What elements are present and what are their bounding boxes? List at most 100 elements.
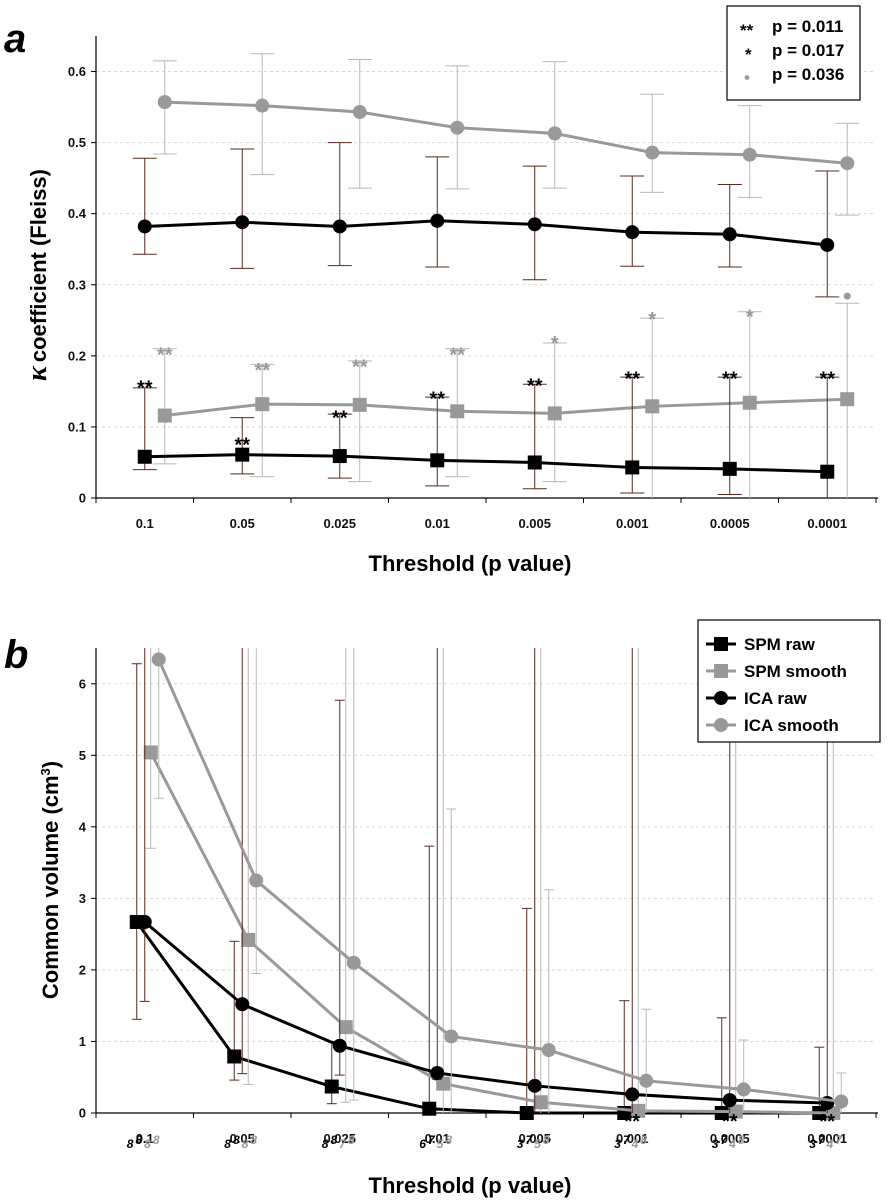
legend-a-text-3: p = 0.036 [772,65,844,84]
panel-a-y-axis-kappa: κ [22,365,53,381]
panel-a-y-axis-label: κ coefficient (Fleiss) [22,169,53,381]
panel-a-x-ticks: 0.1 0.05 0.025 0.01 0.005 0.001 0.0005 0.0001 [95,498,877,531]
data-point [519,1106,534,1120]
data-point [547,406,562,421]
legend-a-text-1: p = 0.011 [772,17,843,36]
x-tick-label: 0.0001 [807,516,847,531]
y-tick-label: 0 [79,1106,86,1121]
sample-size: 8 [135,1133,142,1147]
data-point [137,219,152,234]
series-line [164,397,848,418]
data-point [625,460,640,475]
panel-a-annotations: ********** ** ** ****** ****** * [137,292,851,457]
legend-a-symbol-2: * [745,45,752,64]
data-point [422,1101,437,1116]
legend-entry: ICA smooth [744,716,839,735]
legend-marker [714,664,728,678]
data-point [450,120,465,135]
data-point [547,126,562,141]
data-point [227,1049,242,1064]
data-point [235,447,250,462]
x-tick-label: 0.025 [323,1131,356,1146]
data-point [436,1076,451,1091]
sample-size: 6 [419,1137,426,1151]
panel-b-letter: b [4,633,28,677]
significance-marker: ** [157,344,173,366]
significance-marker: ** [722,1111,738,1133]
sample-size: 4 [826,1137,834,1151]
legend-a-text-2: p = 0.017 [772,41,844,60]
data-point [722,461,737,476]
data-point [527,217,542,232]
data-point [430,1065,445,1080]
data-point [820,464,835,479]
panel-b-legend: SPM raw SPM smooth ICA raw ICA smooth [697,619,881,743]
data-point [639,1073,654,1088]
data-point [430,453,445,468]
legend-a-symbol-3: • [744,68,750,87]
series-line [149,751,834,1115]
sample-size: 3 [614,1137,621,1151]
data-point [714,1106,729,1120]
data-point [338,1020,353,1035]
y-tick-label: 1 [79,1034,86,1049]
data-point [450,404,465,419]
y-tick-label: 0.4 [68,206,87,221]
x-tick-label: 0.1 [136,1131,154,1146]
significance-marker: ** [449,344,465,366]
sample-size: 8 [543,1133,550,1147]
series-line [164,100,848,165]
sample-size: 8 [127,1137,134,1151]
significance-marker: ** [624,1111,640,1133]
data-point [834,1094,849,1109]
x-tick-label: 0.0005 [710,1131,750,1146]
sample-size: 8 [640,1133,647,1147]
sample-size: 8 [322,1137,329,1151]
data-point [332,1038,347,1053]
significance-marker: ** [722,368,738,390]
data-point [631,1103,646,1118]
series-line [144,219,828,247]
series-0 [152,53,860,216]
data-point [742,395,757,410]
significance-marker: ** [527,376,543,398]
sample-size: 8 [153,1133,160,1147]
panel-b-annotations: ** ** ** [624,1111,835,1133]
x-tick-label: 0.001 [616,1131,649,1146]
sample-size: 8 [224,1137,231,1151]
x-tick-label: 0.01 [425,1131,450,1146]
panel-b-y-axis-label-end: ) [38,761,63,768]
panel-a-x-axis-label: Threshold (p value) [369,551,572,576]
data-point [332,219,347,234]
data-point [332,449,347,464]
sample-size: 7 [525,1133,533,1147]
y-tick-label: 4 [79,819,87,834]
x-tick-label: 0.0001 [807,1131,847,1146]
y-tick-label: 0.2 [68,348,86,363]
series-1 [132,142,840,298]
sample-size: 7 [818,1133,826,1147]
data-point [151,652,166,667]
data-point [722,1093,737,1108]
panel-b-y-ticks: 0 1 2 3 4 5 6 [79,676,96,1121]
data-point [157,95,172,110]
panel-b-x-axis-label: Threshold (p value) [369,1173,572,1198]
panel-b-y-axis-label-sup: 3 [38,768,53,775]
data-point [235,215,250,230]
data-point [625,225,640,240]
data-point [722,227,737,242]
data-point [840,392,855,407]
y-tick-label: 0.5 [68,135,86,150]
sample-size: 5 [437,1137,444,1151]
data-point [137,449,152,464]
data-point [346,955,361,970]
series-3 [132,376,840,498]
